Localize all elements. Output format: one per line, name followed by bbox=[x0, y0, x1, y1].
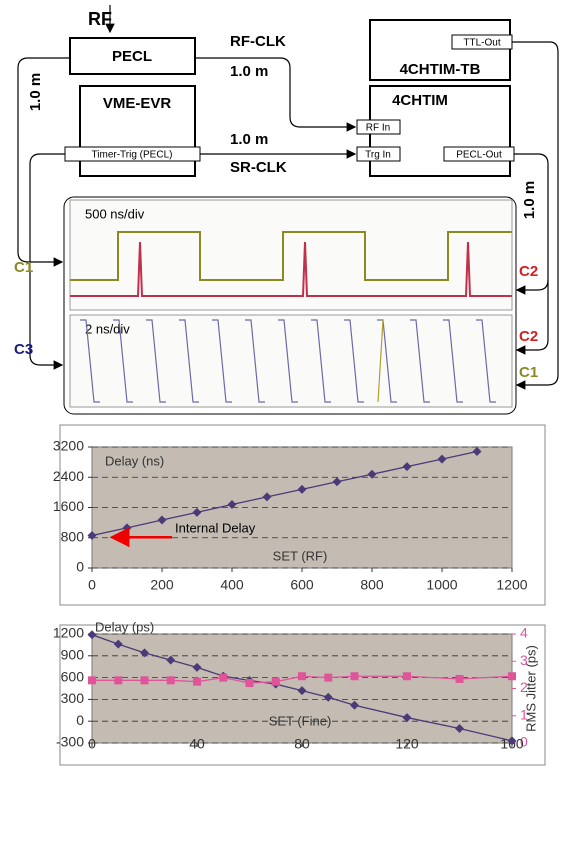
y-tick-label: 3200 bbox=[53, 438, 84, 454]
x-tick-label: 600 bbox=[290, 577, 314, 593]
channel-label: C3 bbox=[14, 341, 33, 358]
label: PECL-Out bbox=[456, 150, 502, 161]
y-tick-label: 800 bbox=[61, 528, 85, 544]
annotation: Internal Delay bbox=[175, 521, 256, 536]
x-tick-label: 0 bbox=[88, 736, 96, 752]
channel-label: C1 bbox=[14, 259, 33, 276]
wire bbox=[195, 58, 355, 127]
marker bbox=[456, 675, 464, 683]
label: RF In bbox=[366, 123, 390, 134]
marker bbox=[324, 674, 332, 682]
marker bbox=[403, 672, 411, 680]
label: 4CHTIM bbox=[392, 92, 448, 109]
marker bbox=[193, 678, 201, 686]
axis-label: SET (Fine) bbox=[269, 713, 332, 728]
scope-scale: 2 ns/div bbox=[85, 321, 130, 336]
marker bbox=[508, 672, 516, 680]
x-tick-label: 200 bbox=[150, 577, 174, 593]
label: RF-CLK bbox=[230, 33, 286, 50]
marker bbox=[246, 679, 254, 687]
label: VME-EVR bbox=[103, 95, 172, 112]
scope-scale: 500 ns/div bbox=[85, 206, 145, 221]
channel-label: C2 bbox=[519, 328, 538, 345]
y-tick-label: -300 bbox=[56, 734, 84, 750]
wire bbox=[18, 58, 70, 262]
y-tick-label: 600 bbox=[61, 668, 85, 684]
label: RF bbox=[88, 9, 112, 29]
y-tick-label: 300 bbox=[61, 690, 85, 706]
y-tick-label: 1600 bbox=[53, 498, 84, 514]
x-tick-label: 1000 bbox=[426, 577, 457, 593]
label: 1.0 m bbox=[230, 131, 268, 148]
series-label: Delay (ns) bbox=[105, 453, 164, 468]
label: Trg In bbox=[365, 150, 391, 161]
y2-axis-label: RMS Jitter (ps) bbox=[523, 645, 538, 732]
channel-label: C1 bbox=[519, 364, 538, 381]
x-tick-label: 120 bbox=[395, 736, 419, 752]
label: TTL-Out bbox=[463, 38, 500, 49]
label: SR-CLK bbox=[230, 159, 287, 176]
marker bbox=[141, 676, 149, 684]
figure: RF PECL VME-EVR Timer-Trig (PECL) RF-CLK… bbox=[0, 0, 563, 843]
marker bbox=[114, 676, 122, 684]
y-tick-label: 900 bbox=[61, 647, 85, 663]
marker bbox=[298, 672, 306, 680]
x-tick-label: 40 bbox=[189, 736, 205, 752]
marker bbox=[219, 674, 227, 682]
y-tick-label: 0 bbox=[76, 712, 84, 728]
label: Timer-Trig (PECL) bbox=[92, 150, 173, 161]
marker bbox=[88, 676, 96, 684]
marker bbox=[272, 678, 280, 686]
x-tick-label: 0 bbox=[88, 577, 96, 593]
y-tick-label: 2400 bbox=[53, 468, 84, 484]
x-tick-label: 80 bbox=[294, 736, 310, 752]
x-tick-label: 1200 bbox=[496, 577, 527, 593]
scope: 500 ns/div 2 ns/div C1 C2 C2 C3 C1 bbox=[14, 197, 538, 414]
y-tick-label: 1200 bbox=[53, 625, 84, 641]
label: 4CHTIM-TB bbox=[400, 61, 481, 78]
label: 1.0 m bbox=[230, 63, 268, 80]
channel-label: C2 bbox=[519, 263, 538, 280]
y2-tick-label: 4 bbox=[520, 625, 528, 641]
axis-label: SET (RF) bbox=[273, 548, 328, 563]
x-tick-label: 800 bbox=[360, 577, 384, 593]
label: 1.0 m bbox=[521, 181, 538, 219]
label: PECL bbox=[112, 48, 152, 65]
label: 1.0 m bbox=[27, 73, 44, 111]
wire bbox=[30, 154, 65, 365]
y-tick-label: 0 bbox=[76, 559, 84, 575]
marker bbox=[351, 672, 359, 680]
marker bbox=[167, 676, 175, 684]
x-tick-label: 400 bbox=[220, 577, 244, 593]
series-label: Delay (ps) bbox=[95, 619, 154, 634]
